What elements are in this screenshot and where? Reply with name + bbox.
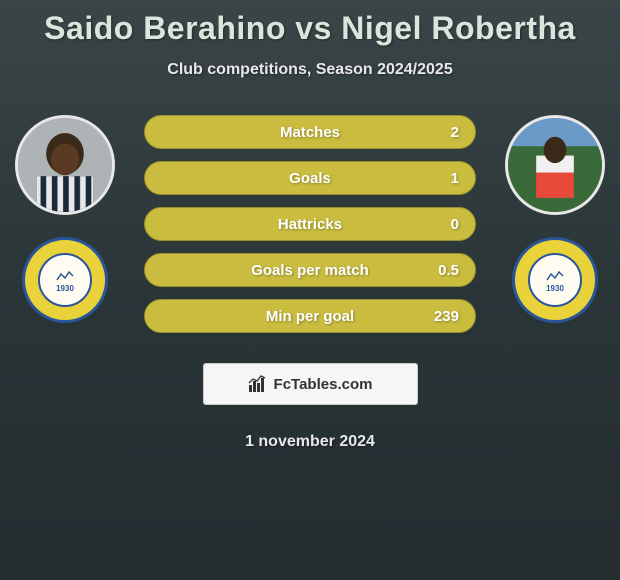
stat-right-val: 239 — [434, 308, 459, 325]
stats-column: Matches 2 Goals 1 Hattricks 0 Goals per … — [120, 115, 500, 451]
stat-label: Goals per match — [251, 262, 369, 279]
player-right-avatar — [505, 115, 605, 215]
club-left-year: 1930 — [56, 284, 74, 293]
watermark-text: FcTables.com — [274, 376, 373, 393]
stat-label: Hattricks — [278, 216, 342, 233]
club-right-year: 1930 — [546, 284, 564, 293]
club-right-badge: 1930 — [512, 237, 598, 323]
stat-right-val: 1 — [451, 170, 459, 187]
comparison-content: 1930 Matches 2 Goals 1 Hattricks 0 — [8, 115, 612, 451]
page-title: Saido Berahino vs Nigel Robertha — [8, 10, 612, 47]
stat-right-val: 0.5 — [438, 262, 459, 279]
right-side: 1930 — [500, 115, 610, 323]
stat-row-mpg: Min per goal 239 — [144, 299, 476, 333]
player-left-avatar — [15, 115, 115, 215]
stat-right-val: 2 — [451, 124, 459, 141]
stat-row-gpm: Goals per match 0.5 — [144, 253, 476, 287]
stat-label: Goals — [289, 170, 331, 187]
club-left-badge: 1930 — [22, 237, 108, 323]
stat-label: Min per goal — [266, 308, 354, 325]
stat-right-val: 0 — [451, 216, 459, 233]
stat-row-goals: Goals 1 — [144, 161, 476, 195]
stat-row-hattricks: Hattricks 0 — [144, 207, 476, 241]
stat-row-matches: Matches 2 — [144, 115, 476, 149]
date-line: 1 november 2024 — [144, 433, 476, 451]
watermark-chart-icon — [248, 375, 268, 393]
left-side: 1930 — [10, 115, 120, 323]
watermark: FcTables.com — [203, 363, 418, 405]
subtitle: Club competitions, Season 2024/2025 — [8, 61, 612, 79]
stat-label: Matches — [280, 124, 340, 141]
